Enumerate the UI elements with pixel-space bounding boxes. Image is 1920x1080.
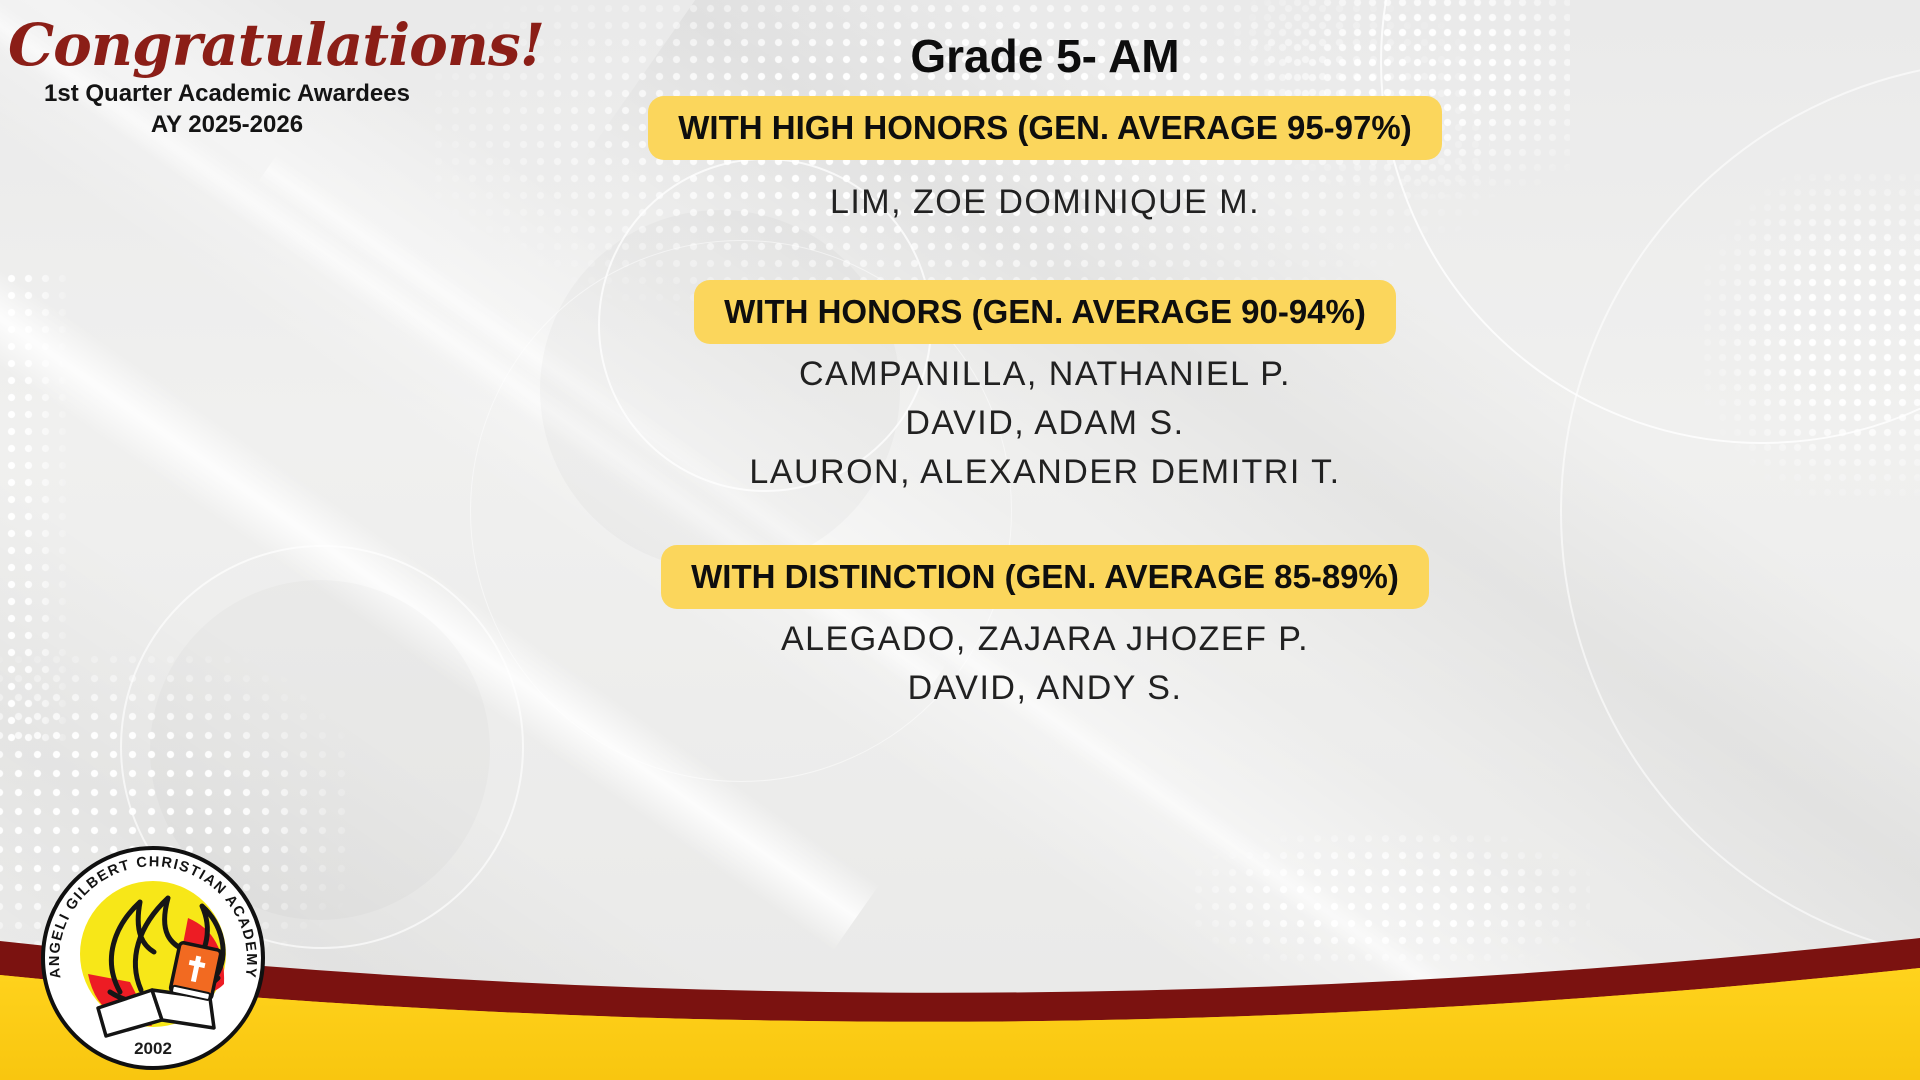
bottom-wave-band [0, 938, 1920, 1080]
awardee-name: CAMPANILLA, NATHANIEL P. [798, 355, 1291, 393]
grade-section-title: Grade 5- AM [910, 30, 1180, 82]
awardee-name: DAVID, ADAM S. [905, 404, 1185, 442]
honors-header: WITH HONORS (GEN. AVERAGE 90-94%) [694, 280, 1396, 344]
awardees-column: Grade 5- AM WITH HIGH HONORS (GEN. AVERA… [560, 28, 1530, 713]
background-ring [1560, 60, 1920, 964]
halftone-dots [0, 270, 76, 750]
logo-year: 2002 [134, 1039, 172, 1058]
awardee-name: ALEGADO, ZAJARA JHOZEF P. [780, 620, 1310, 658]
distinction-name-list: ALEGADO, ZAJARA JHOZEF P. DAVID, ANDY S. [781, 615, 1309, 713]
honors-name-list: CAMPANILLA, NATHANIEL P. DAVID, ADAM S. … [749, 350, 1340, 497]
halftone-dots [1700, 170, 1920, 500]
awardee-name: DAVID, ANDY S. [907, 669, 1183, 707]
header-block: Congratulations! 1st Quarter Academic Aw… [8, 11, 545, 140]
awardee-name: LAURON, ALEXANDER DEMITRI T. [749, 453, 1341, 491]
congratulations-title: Congratulations! [8, 11, 545, 79]
school-logo: ANGELI GILBERT CHRISTIAN ACADEMY 2002 [41, 846, 265, 1070]
logo-bible [168, 941, 223, 1001]
high-honors-header: WITH HIGH HONORS (GEN. AVERAGE 95-97%) [648, 96, 1442, 160]
subtitle-year: AY 2025-2026 [150, 111, 304, 138]
awardee-name: LIM, ZOE DOMINIQUE M. [829, 183, 1261, 221]
subtitle-quarter: 1st Quarter Academic Awardees [44, 80, 410, 107]
logo-emblem [80, 881, 226, 1038]
distinction-header: WITH DISTINCTION (GEN. AVERAGE 85-89%) [661, 545, 1429, 609]
